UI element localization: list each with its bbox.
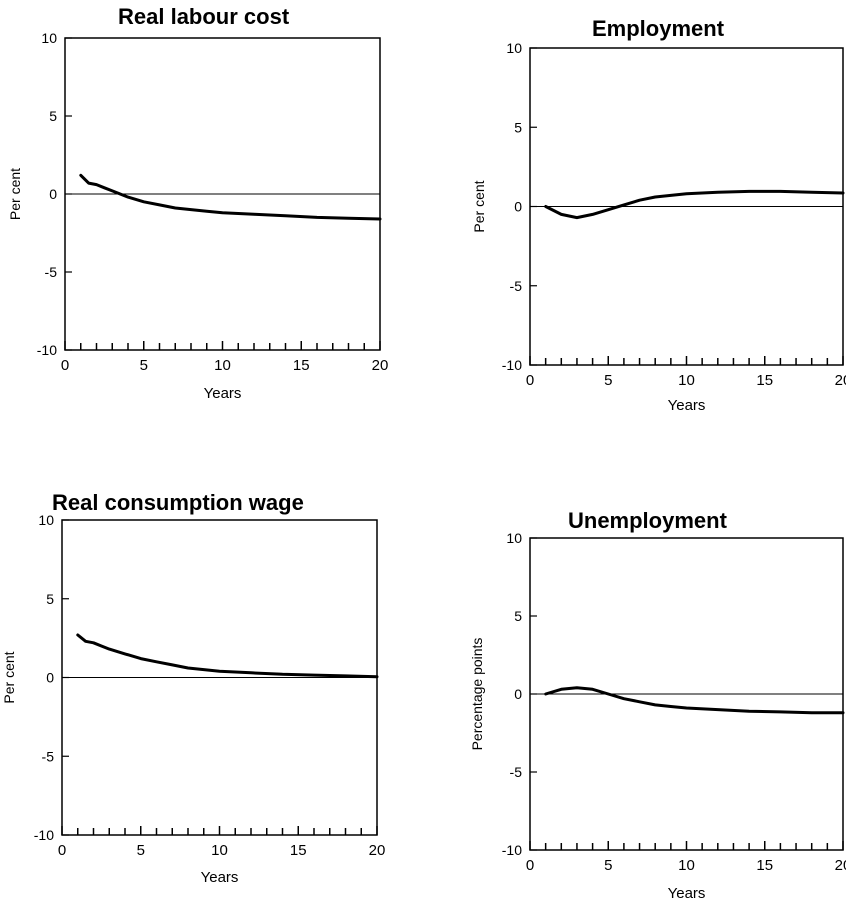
- y-tick-label: -5: [42, 748, 55, 764]
- series-line: [76, 633, 379, 679]
- x-tick-label: 0: [61, 357, 69, 374]
- x-tick-label: 0: [526, 372, 534, 389]
- x-tick-label: 20: [372, 357, 389, 374]
- y-tick-label: 5: [49, 108, 57, 124]
- x-tick-label: 20: [369, 842, 386, 859]
- y-tick-label: 0: [49, 186, 57, 202]
- chart-panel-real-labour-cost: Real labour cost 0 5 10 15 20 10 5 0 -5 -10 Years P…: [0, 0, 400, 430]
- x-tick-label: 15: [756, 372, 773, 389]
- chart-svg: 0 5 10 15 20 10 5 0 -5 -10 Years Per cent: [471, 40, 846, 414]
- x-axis-label: Years: [668, 885, 706, 902]
- x-tick-label: 10: [211, 842, 228, 859]
- x-tick-label: 0: [526, 857, 534, 874]
- chart-panel-real-consumption-wage: Real consumption wage 0 5 10 15 20 10 5 0 -5 -10 Y…: [0, 470, 400, 902]
- y-tick-label: -10: [502, 357, 522, 373]
- y-axis-label: Per cent: [1, 651, 17, 703]
- series-line: [544, 686, 845, 715]
- chart-panel-unemployment: Unemployment 0 5 10 15 20 10 5 0 -5 -10 Years Perce…: [430, 470, 846, 902]
- y-tick-label: 10: [506, 530, 522, 546]
- x-tick-label: 10: [678, 857, 695, 874]
- chart-title: Real consumption wage: [52, 490, 304, 515]
- y-tick-label: -5: [510, 278, 523, 294]
- y-tick-label: 10: [506, 40, 522, 56]
- x-tick-label: 15: [756, 857, 773, 874]
- x-tick-label: 5: [604, 857, 612, 874]
- y-tick-label: 10: [38, 512, 54, 528]
- chart-svg: 0 5 10 15 20 10 5 0 -5 -10 Years Per cent: [1, 512, 386, 886]
- x-tick-label: 20: [835, 372, 846, 389]
- y-tick-label: -5: [45, 264, 58, 280]
- y-axis-label: Percentage points: [469, 638, 485, 751]
- x-tick-label: 0: [58, 842, 66, 859]
- x-tick-label: 10: [214, 357, 231, 374]
- chart-title: Real labour cost: [118, 4, 290, 29]
- chart-title: Unemployment: [568, 508, 727, 533]
- y-tick-label: 0: [46, 670, 54, 686]
- y-tick-label: -10: [34, 827, 54, 843]
- y-axis-label: Per cent: [471, 180, 487, 232]
- chart-panel-employment: Employment 0 5 10 15 20 10 5 0 -5 -10 Years Per cen…: [430, 0, 846, 430]
- x-axis-label: Years: [201, 869, 239, 886]
- x-tick-label: 10: [678, 372, 695, 389]
- y-tick-label: -5: [510, 764, 523, 780]
- chart-title: Employment: [592, 16, 725, 41]
- y-tick-label: 5: [46, 591, 54, 607]
- y-tick-label: -10: [37, 342, 57, 358]
- y-tick-label: 5: [514, 119, 522, 135]
- series-line: [544, 189, 845, 220]
- y-axis-label: Per cent: [7, 168, 23, 220]
- y-tick-label: 10: [41, 30, 57, 46]
- y-tick-label: -10: [502, 842, 522, 858]
- y-tick-label: 0: [514, 686, 522, 702]
- x-tick-label: 15: [290, 842, 307, 859]
- x-tick-label: 5: [137, 842, 145, 859]
- chart-svg: 0 5 10 15 20 10 5 0 -5 -10 Years Percentage points: [469, 530, 846, 902]
- y-tick-label: 0: [514, 199, 522, 215]
- x-axis-label: Years: [204, 385, 242, 402]
- chart-svg: 0 5 10 15 20 10 5 0 -5 -10 Years Per cent: [7, 30, 389, 402]
- x-tick-label: 15: [293, 357, 310, 374]
- x-tick-label: 20: [835, 857, 846, 874]
- x-tick-label: 5: [140, 357, 148, 374]
- x-axis-label: Years: [668, 397, 706, 414]
- series-line: [79, 173, 382, 221]
- x-tick-label: 5: [604, 372, 612, 389]
- y-tick-label: 5: [514, 608, 522, 624]
